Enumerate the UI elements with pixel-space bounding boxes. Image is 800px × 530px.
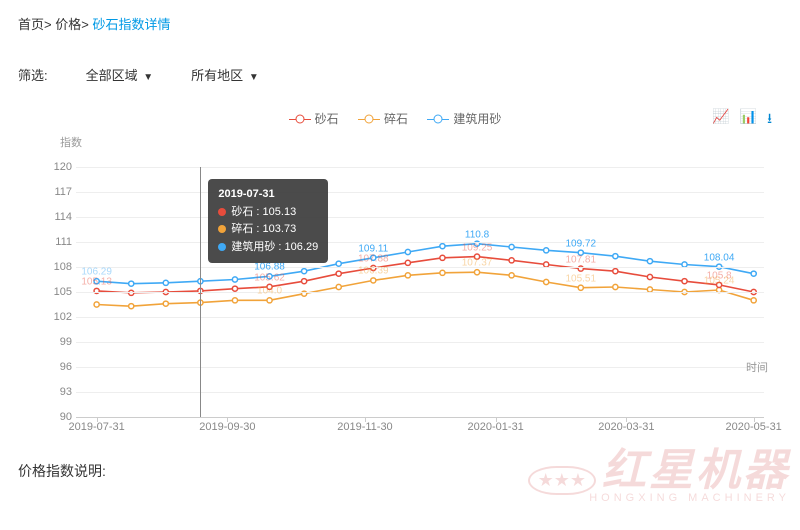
filter-region-select[interactable]: 全部区域 ▼ <box>86 65 154 84</box>
y-tick-label: 96 <box>46 361 72 373</box>
breadcrumb-price[interactable]: 价格 <box>55 17 81 32</box>
value-label: 107.37 <box>462 258 493 269</box>
x-tick-label: 2019-07-31 <box>68 421 124 433</box>
y-tick-label: 90 <box>46 411 72 423</box>
y-tick-label: 93 <box>46 386 72 398</box>
value-label: 107.88 <box>358 254 389 265</box>
x-axis-title: 时间 <box>746 359 768 375</box>
watermark-sub: HONGXING MACHINERY <box>528 492 790 504</box>
chart-tools: 📈 📊 ⭳ <box>712 108 772 132</box>
y-tick-label: 120 <box>46 161 72 173</box>
value-label: 105.24 <box>704 276 735 287</box>
legend-marker <box>358 115 380 123</box>
value-label: 107.81 <box>565 254 596 265</box>
chart: 砂石 碎石 建筑用砂 📈 📊 ⭳ 指数 2019-07-312019-09-30… <box>0 106 800 417</box>
x-tick-label: 2020-01-31 <box>468 421 524 433</box>
legend: 砂石 碎石 建筑用砂 <box>18 106 772 131</box>
legend-item-s1[interactable]: 砂石 <box>289 110 339 127</box>
tooltip: 2019-07-31砂石 : 105.13碎石 : 103.73建筑用砂 : 1… <box>208 179 328 263</box>
legend-marker <box>427 115 449 123</box>
tool-line-icon[interactable]: 📈 <box>712 108 729 132</box>
y-tick-label: 111 <box>46 236 72 248</box>
y-axis-title: 指数 <box>60 134 82 150</box>
value-label: 105.13 <box>81 277 112 288</box>
value-label: 104.0 <box>257 286 282 297</box>
value-label: 106.39 <box>358 266 389 277</box>
legend-item-s3[interactable]: 建筑用砂 <box>427 110 501 127</box>
value-label: 106.88 <box>254 262 285 273</box>
value-label: 105.51 <box>565 273 596 284</box>
legend-marker <box>289 115 311 123</box>
value-label: 109.25 <box>462 242 493 253</box>
breadcrumb-home[interactable]: 首页 <box>18 17 44 32</box>
x-tick-label: 2020-03-31 <box>598 421 654 433</box>
chevron-down-icon: ▼ <box>143 72 153 83</box>
y-tick-label: 114 <box>46 211 72 223</box>
filter-label: 筛选: <box>18 65 48 84</box>
filter-row: 筛选: 全部区域 ▼ 所有地区 ▼ <box>0 47 800 106</box>
plot-area[interactable]: 2019-07-312019-09-302019-11-302020-01-31… <box>76 167 764 417</box>
cursor-line <box>200 167 201 417</box>
value-label: 108.04 <box>704 252 735 263</box>
breadcrumb: 首页> 价格> 砂石指数详情 <box>0 0 800 47</box>
value-label: 110.8 <box>465 229 489 240</box>
chevron-down-icon: ▼ <box>249 72 259 83</box>
filter-area-select[interactable]: 所有地区 ▼ <box>191 65 259 84</box>
x-tick-label: 2020-05-31 <box>726 421 782 433</box>
x-tick-label: 2019-11-30 <box>337 421 392 433</box>
tool-download-icon[interactable]: ⭳ <box>767 108 772 132</box>
y-tick-label: 99 <box>46 336 72 348</box>
x-tick-label: 2019-09-30 <box>199 421 255 433</box>
x-axis-labels: 2019-07-312019-09-302019-11-302020-01-31… <box>76 421 764 435</box>
y-tick-label: 105 <box>46 286 72 298</box>
breadcrumb-detail[interactable]: 砂石指数详情 <box>92 17 170 32</box>
value-label: 109.72 <box>565 238 596 249</box>
value-label: 105.62 <box>254 273 285 284</box>
y-tick-label: 108 <box>46 261 72 273</box>
y-tick-label: 102 <box>46 311 72 323</box>
y-tick-label: 117 <box>46 186 72 198</box>
tool-bar-icon[interactable]: 📊 <box>740 108 757 132</box>
legend-item-s2[interactable]: 碎石 <box>358 110 408 127</box>
